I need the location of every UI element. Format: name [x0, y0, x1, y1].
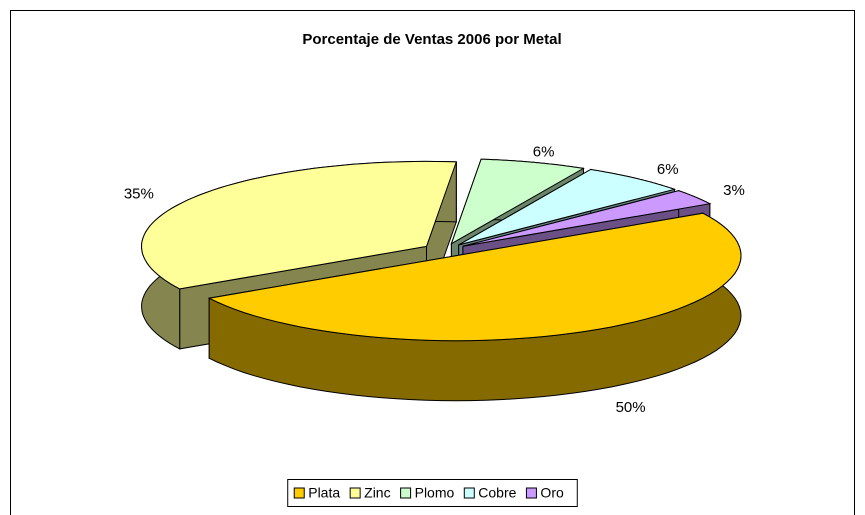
legend: Plata Zinc Plomo Cobre Oro: [287, 479, 578, 507]
legend-label: Oro: [540, 485, 564, 501]
slice-top: [141, 160, 457, 290]
data-label: 35%: [124, 186, 154, 203]
slice-top: [207, 212, 742, 342]
chart-title: Porcentaje de Ventas 2006 por Metal: [302, 31, 561, 48]
legend-swatch: [463, 487, 475, 499]
pie-slice: [207, 212, 742, 402]
slice-top: [450, 158, 585, 245]
legend-label: Zinc: [364, 485, 390, 501]
data-label: 6%: [657, 161, 679, 178]
legend-label: Plomo: [415, 485, 455, 501]
slice-top: [458, 168, 677, 246]
legend-swatch: [400, 487, 412, 499]
legend-swatch: [349, 487, 361, 499]
legend-box: [287, 479, 578, 507]
legend-label: Cobre: [478, 485, 516, 501]
data-label: 3%: [723, 182, 745, 199]
legend-swatch: [525, 487, 537, 499]
legend-label: Plata: [308, 485, 340, 501]
data-label: 50%: [616, 399, 646, 416]
slice-top: [462, 190, 712, 247]
data-label: 6%: [533, 144, 555, 161]
legend-swatch: [293, 487, 305, 499]
